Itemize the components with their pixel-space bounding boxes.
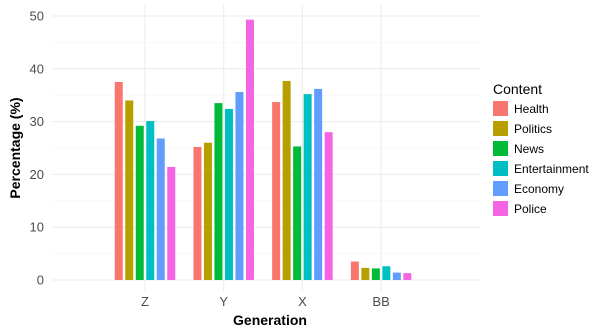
y-tick-label: 40	[30, 61, 44, 76]
legend-label: Politics	[514, 122, 552, 136]
bar	[114, 82, 123, 280]
legend-label: Economy	[514, 182, 564, 196]
bars	[114, 19, 412, 281]
bar	[293, 146, 302, 280]
bar	[125, 100, 134, 280]
gridlines	[52, 5, 480, 292]
bar	[350, 261, 359, 280]
x-axis-title: Generation	[233, 312, 307, 328]
bar	[224, 108, 233, 280]
x-tick-label: Y	[219, 294, 228, 309]
bar	[282, 80, 291, 280]
bar	[361, 267, 370, 280]
bar	[392, 272, 401, 280]
y-axis-title: Percentage (%)	[7, 97, 23, 198]
bar	[156, 138, 165, 280]
bar	[314, 88, 323, 280]
y-tick-labels: 0 10 20 30 40 50	[30, 9, 44, 288]
bar	[235, 92, 244, 280]
legend-label: Entertainment	[514, 162, 589, 176]
bar	[382, 266, 391, 280]
y-tick-label: 0	[37, 273, 44, 288]
bar	[272, 102, 281, 281]
legend: Content Health Politics News Entertainment E…	[493, 81, 589, 216]
legend-items: Health Politics News Entertainment Economy Po…	[493, 101, 589, 216]
legend-swatch	[493, 101, 508, 116]
bar	[135, 125, 144, 280]
x-tick-label: Z	[141, 294, 149, 309]
legend-swatch	[493, 121, 508, 136]
y-tick-label: 30	[30, 114, 44, 129]
legend-label: News	[514, 142, 544, 156]
bar	[245, 19, 254, 281]
legend-swatch	[493, 141, 508, 156]
legend-label: Police	[514, 202, 547, 216]
bar	[303, 94, 312, 280]
legend-label: Health	[514, 102, 549, 116]
y-tick-label: 10	[30, 220, 44, 235]
y-tick-label: 20	[30, 167, 44, 182]
bar	[403, 273, 412, 280]
x-tick-label: BB	[372, 294, 389, 309]
y-tick-label: 50	[30, 9, 44, 24]
bar	[324, 132, 333, 280]
legend-swatch	[493, 161, 508, 176]
legend-swatch	[493, 181, 508, 196]
bar	[167, 167, 176, 280]
bar	[146, 121, 155, 281]
bar	[214, 103, 223, 281]
bar	[203, 142, 212, 280]
bar	[193, 146, 202, 280]
x-tick-label: X	[298, 294, 307, 309]
bar	[371, 268, 380, 280]
legend-swatch	[493, 201, 508, 216]
legend-title: Content	[493, 81, 542, 97]
x-tick-labels: Z Y X BB	[141, 294, 390, 309]
